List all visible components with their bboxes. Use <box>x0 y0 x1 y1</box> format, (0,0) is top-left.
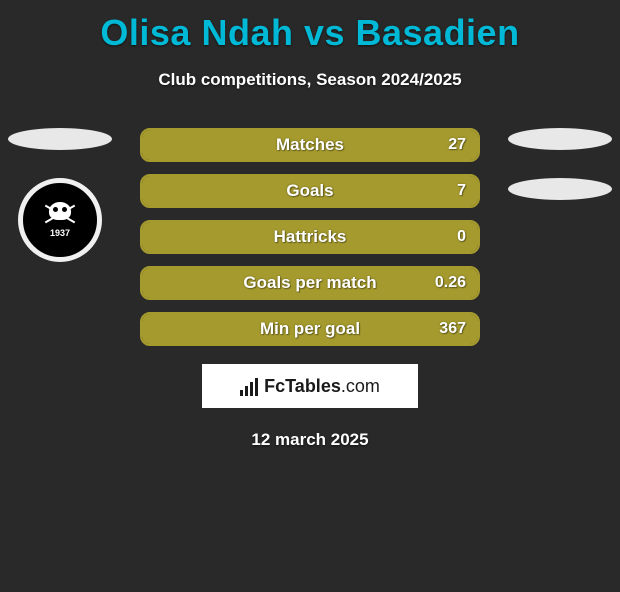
stat-bar-hattricks: Hattricks 0 <box>140 220 480 254</box>
bar-label: Hattricks <box>142 222 478 252</box>
bar-value: 367 <box>439 314 466 344</box>
subtitle: Club competitions, Season 2024/2025 <box>0 70 620 90</box>
bar-label: Matches <box>142 130 478 160</box>
bar-label: Goals per match <box>142 268 478 298</box>
page-title: Olisa Ndah vs Basadien <box>0 12 620 54</box>
bar-label: Goals <box>142 176 478 206</box>
bar-value: 27 <box>448 130 466 160</box>
left-player-column: 1937 <box>0 128 120 262</box>
bar-value: 0 <box>457 222 466 252</box>
left-club-badge: 1937 <box>18 178 102 262</box>
stat-bar-goals-per-match: Goals per match 0.26 <box>140 266 480 300</box>
skull-icon <box>49 202 71 220</box>
right-player-ellipse <box>508 128 612 150</box>
stat-bars: Matches 27 Goals 7 Hattricks 0 Goals per… <box>140 128 480 346</box>
right-player-column <box>500 128 620 228</box>
bar-value: 0.26 <box>435 268 466 298</box>
stat-bar-goals: Goals 7 <box>140 174 480 208</box>
bar-value: 7 <box>457 176 466 206</box>
stat-bar-matches: Matches 27 <box>140 128 480 162</box>
stat-bar-min-per-goal: Min per goal 367 <box>140 312 480 346</box>
stats-area: 1937 Matches 27 Goals 7 Hattricks 0 Goal… <box>0 128 620 346</box>
badge-year: 1937 <box>50 228 70 238</box>
bar-label: Min per goal <box>142 314 478 344</box>
brand-text: FcTables.com <box>264 376 380 397</box>
right-club-ellipse <box>508 178 612 200</box>
brand-box: FcTables.com <box>202 364 418 408</box>
bar-chart-icon <box>240 376 258 396</box>
left-player-ellipse <box>8 128 112 150</box>
date-text: 12 march 2025 <box>0 430 620 450</box>
